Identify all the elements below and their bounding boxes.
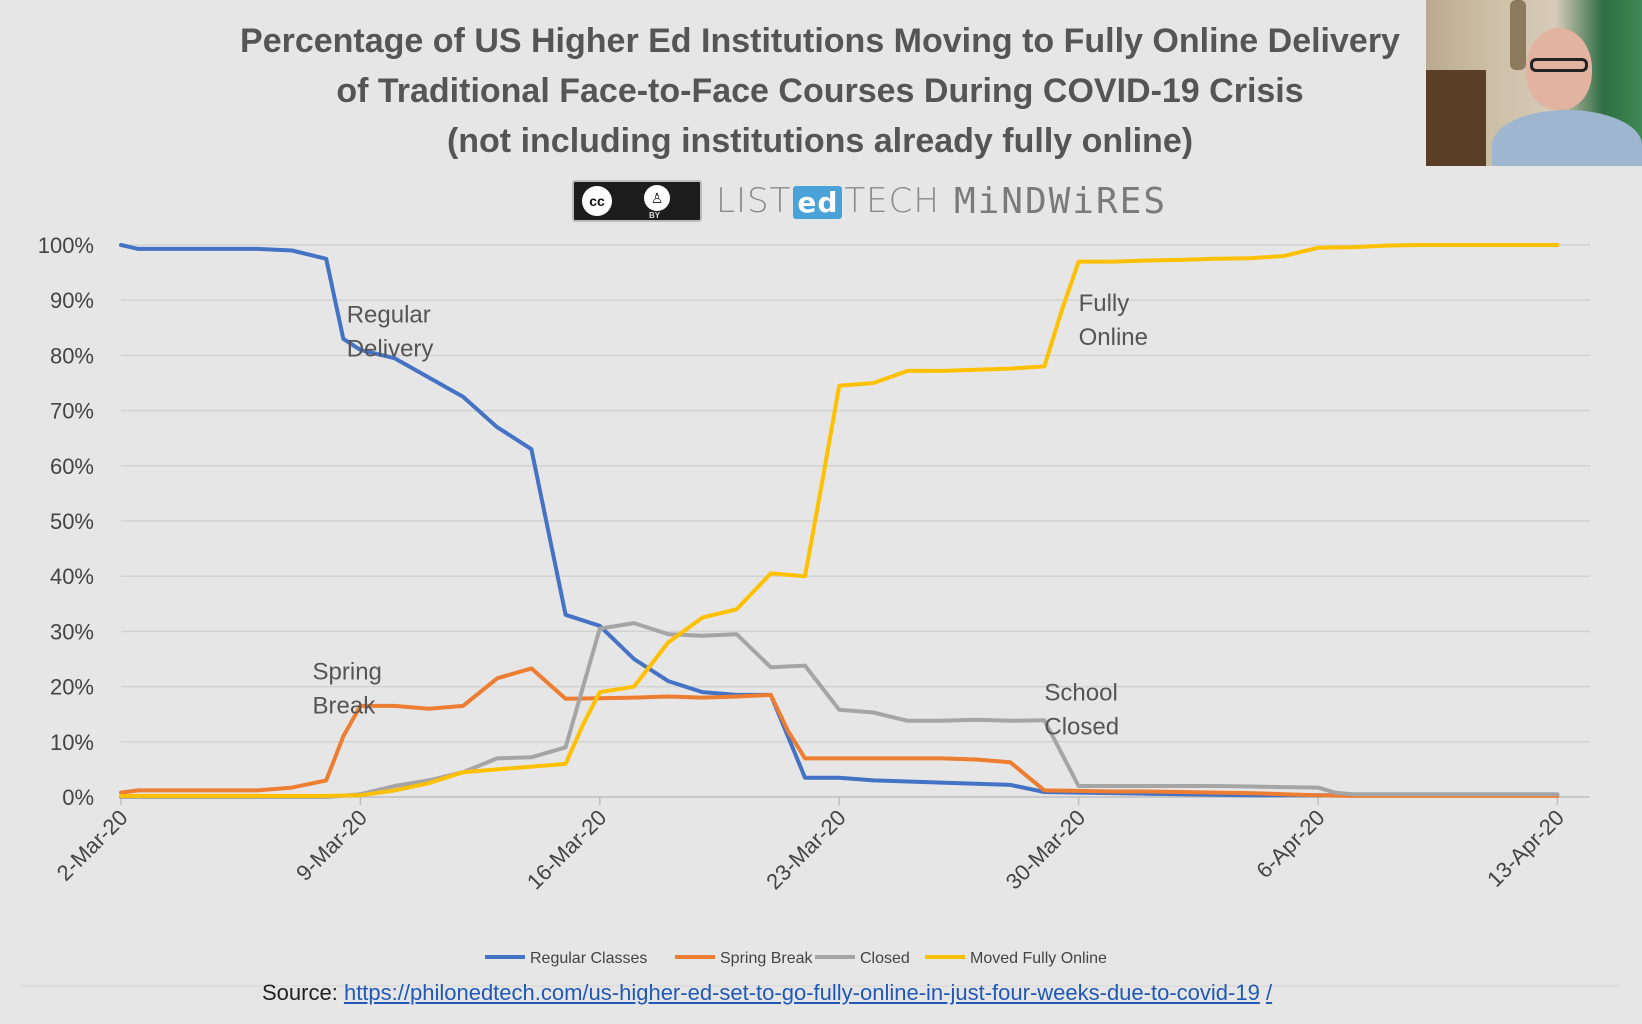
annotation-line: Regular (347, 301, 431, 328)
legend-item-closed: Closed (815, 950, 910, 967)
y-tick-label: 100% (38, 233, 94, 258)
legend-item-spring-break: Spring Break (675, 950, 813, 967)
x-tick-label: 2-Mar-20 (52, 805, 133, 886)
chart-title-line-3: (not including institutions already full… (446, 122, 1194, 160)
y-tick-label: 30% (50, 619, 94, 644)
x-tick-label: 16-Mar-20 (522, 805, 611, 894)
source-label: Source: (262, 980, 338, 1005)
background-wall (1426, 70, 1486, 166)
y-axis-ticks: 0% 10% 20% 30% 40% 50% 60% 70% 80% 90% 100% (38, 233, 94, 810)
annotation-line: School (1044, 679, 1117, 706)
x-tick-label: 6-Apr-20 (1251, 805, 1329, 883)
x-tick-label: 23-Mar-20 (761, 805, 850, 894)
y-tick-label: 60% (50, 454, 94, 479)
mindwires-logo: MiNDWiRES (953, 180, 1168, 222)
chart-title-line-2: of Traditional Face-to-Face Courses Duri… (336, 72, 1304, 110)
x-tick-label: 9-Mar-20 (291, 805, 372, 886)
presenter-glasses (1530, 58, 1588, 72)
lamp (1510, 0, 1526, 70)
y-tick-label: 70% (50, 399, 94, 424)
annotation-line: Fully (1079, 290, 1130, 317)
listedtech-logo: LIST ed TECH (716, 181, 940, 221)
source-citation: Source: https://philonedtech.com/us-high… (262, 980, 1272, 1006)
annotation-regular-delivery: Regular Delivery (347, 301, 434, 362)
logo-row: cc ♙ BY LIST ed TECH MiNDWiRES (572, 178, 1167, 224)
x-tick-label: 13-Apr-20 (1482, 805, 1569, 892)
legend-item-regular-classes: Regular Classes (485, 950, 647, 967)
annotation-spring-break: Spring Break (313, 658, 382, 719)
presenter-webcam-video (1426, 0, 1642, 166)
y-tick-label: 10% (50, 730, 94, 755)
annotations: Regular Delivery Fully Online Spring Break Sch… (313, 290, 1148, 740)
series-line-spring-break (119, 666, 1560, 798)
creative-commons-by-logo: cc ♙ BY (572, 180, 702, 222)
by-label: BY (649, 211, 661, 220)
annotation-school-closed: School Closed (1044, 679, 1119, 740)
annotation-fully-online: Fully Online (1079, 290, 1148, 351)
source-link-trailing[interactable]: / (1265, 980, 1273, 1005)
series-lines (119, 243, 1560, 799)
legend-label: Spring Break (720, 950, 813, 967)
x-axis-ticks: 2-Mar-20 9-Mar-20 16-Mar-20 23-Mar-20 30-Mar… (52, 797, 1569, 894)
y-tick-label: 80% (50, 343, 94, 368)
x-tick-label: 30-Mar-20 (1001, 805, 1090, 894)
annotation-line: Delivery (347, 335, 434, 362)
legend-label: Moved Fully Online (970, 950, 1107, 967)
chart-title: Percentage of US Higher Ed Institutions … (170, 16, 1470, 166)
annotation-line: Closed (1044, 713, 1119, 740)
legend-label: Regular Classes (530, 950, 647, 967)
cc-icon: cc (582, 186, 612, 216)
annotation-line: Online (1079, 324, 1148, 351)
y-tick-label: 90% (50, 288, 94, 313)
y-tick-label: 0% (62, 785, 94, 810)
y-tick-label: 50% (50, 509, 94, 534)
annotation-line: Spring (313, 658, 382, 685)
series-line-moved-fully-online (119, 243, 1560, 798)
y-tick-label: 20% (50, 675, 94, 700)
presenter-shirt (1492, 110, 1642, 166)
gridlines (121, 244, 1590, 798)
annotation-line: Break (313, 692, 377, 719)
y-tick-label: 40% (50, 564, 94, 589)
legend-item-moved-fully-online: Moved Fully Online (925, 950, 1107, 967)
legend: Regular Classes Spring Break Closed Moved F… (485, 950, 1107, 967)
legend-label: Closed (860, 950, 910, 967)
source-link[interactable]: https://philonedtech.com/us-higher-ed-se… (343, 980, 1260, 1005)
attribution-person-icon: ♙ (644, 185, 670, 211)
chart-title-line-1: Percentage of US Higher Ed Institutions … (240, 22, 1400, 60)
